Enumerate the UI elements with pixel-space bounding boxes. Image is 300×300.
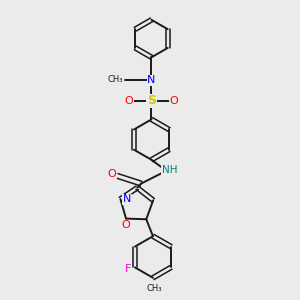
Text: CH₃: CH₃ bbox=[147, 284, 162, 293]
Text: CH₃: CH₃ bbox=[108, 75, 123, 84]
Text: N: N bbox=[123, 194, 131, 204]
Text: O: O bbox=[125, 96, 134, 106]
Text: O: O bbox=[169, 96, 178, 106]
Text: F: F bbox=[125, 264, 132, 274]
Text: O: O bbox=[108, 169, 116, 179]
Text: S: S bbox=[147, 94, 156, 107]
Text: O: O bbox=[122, 220, 130, 230]
Text: N: N bbox=[147, 75, 156, 85]
Text: NH: NH bbox=[162, 165, 177, 175]
